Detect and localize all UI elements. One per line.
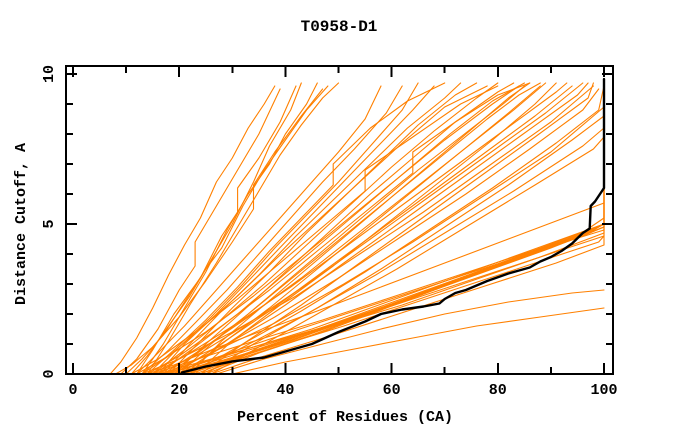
- prediction-curve: [152, 82, 419, 375]
- prediction-curve: [141, 82, 318, 375]
- prediction-curve: [157, 82, 525, 375]
- prediction-curve: [215, 289, 605, 375]
- prediction-curve: [120, 88, 281, 375]
- prediction-curve: [194, 133, 605, 375]
- prediction-curve: [109, 85, 276, 375]
- prediction-curve: [136, 85, 520, 375]
- x-axis-label: Percent of Residues (CA): [237, 409, 453, 426]
- y-tick-label: 10: [41, 65, 58, 83]
- prediction-curve: [189, 91, 605, 375]
- prediction-curve: [146, 82, 531, 375]
- prediction-curve: [146, 202, 605, 375]
- prediction-curve: [152, 82, 568, 375]
- y-tick-label: 5: [41, 219, 58, 228]
- prediction-curve: [199, 235, 605, 375]
- reference-curve: [180, 77, 606, 374]
- prediction-curve: [162, 82, 547, 375]
- prediction-curve: [141, 85, 403, 375]
- x-tick-label: 20: [170, 382, 188, 399]
- x-tick-label: 60: [383, 382, 401, 399]
- prediction-curve: [157, 82, 584, 375]
- prediction-curve: [141, 85, 594, 375]
- prediction-curve: [168, 223, 605, 375]
- prediction-curve: [146, 82, 446, 375]
- prediction-curve: [173, 85, 573, 375]
- prediction-curve: [194, 82, 557, 375]
- tick-labels-group: 0 20 40 60 80 100 0 5 10: [41, 65, 618, 399]
- prediction-curve: [130, 85, 499, 375]
- prediction-curve: [231, 307, 605, 375]
- prediction-curve: [141, 85, 488, 375]
- x-tick-label: 0: [68, 382, 77, 399]
- prediction-curve: [162, 163, 605, 375]
- prediction-curve: [173, 82, 515, 375]
- x-tick-label: 100: [590, 382, 617, 399]
- chart-title: T0958-D1: [301, 18, 378, 36]
- x-tick-label: 80: [489, 382, 507, 399]
- prediction-curves-group: [109, 82, 605, 375]
- prediction-curve: [178, 82, 589, 375]
- axis-ticks-group: [66, 66, 613, 375]
- y-tick-label: 0: [41, 369, 58, 378]
- prediction-curve: [146, 82, 340, 375]
- prediction-curve: [136, 85, 382, 375]
- prediction-curve: [114, 88, 324, 375]
- prediction-curve: [173, 196, 605, 375]
- prediction-curve: [168, 88, 600, 375]
- prediction-curve: [152, 82, 499, 375]
- reference-curve-group: [180, 77, 606, 374]
- prediction-curve: [162, 82, 605, 375]
- prediction-curve: [183, 88, 605, 375]
- prediction-curve: [136, 85, 297, 375]
- prediction-curve: [162, 82, 462, 375]
- prediction-curve: [168, 82, 541, 375]
- y-axis-label: Distance Cutoff, A: [13, 143, 30, 305]
- prediction-curve: [189, 85, 605, 375]
- prediction-curve: [205, 85, 605, 375]
- x-tick-label: 40: [276, 382, 294, 399]
